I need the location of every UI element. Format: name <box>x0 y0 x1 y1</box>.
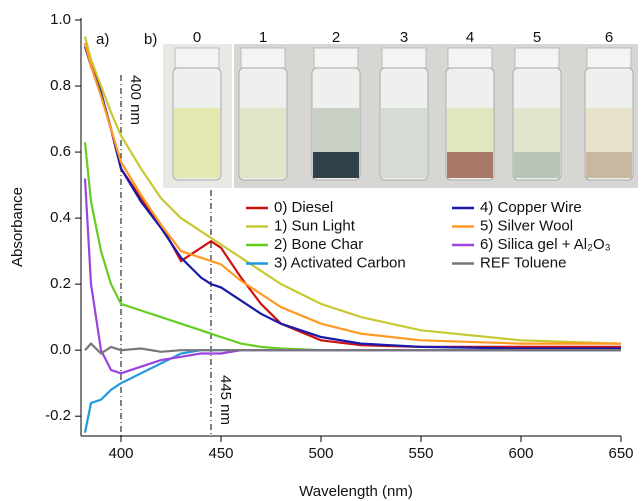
x-tick-label: 600 <box>508 445 533 462</box>
y-tick-label: 0.4 <box>50 209 71 226</box>
legend-label: REF Toluene <box>480 254 566 271</box>
legend-label: 4) Copper Wire <box>480 199 582 216</box>
vial-cap <box>448 48 492 68</box>
inset-label: 2 <box>332 29 340 46</box>
vial-sediment <box>313 152 359 178</box>
vial-liquid <box>381 108 427 178</box>
annotation: 400 nm <box>127 75 144 125</box>
x-tick-label: 400 <box>108 445 133 462</box>
vial-sediment <box>514 152 560 178</box>
vial-cap <box>515 48 559 68</box>
inset-label: 6 <box>605 29 613 46</box>
vial-cap <box>587 48 631 68</box>
y-axis-title: Absorbance <box>9 187 26 267</box>
legend-label: 6) Silica gel + Al₂O₃ <box>480 236 611 253</box>
y-tick-label: 0.8 <box>50 77 71 94</box>
inset-label: 1 <box>259 29 267 46</box>
legend-label: 5) Silver Wool <box>480 217 573 234</box>
x-tick-label: 450 <box>208 445 233 462</box>
inset-label: 5 <box>533 29 541 46</box>
panel-label: a) <box>96 31 109 48</box>
chart: Wavelength (nm) Absorbance 0 1 2 3 4 5 6 a) b) -0… <box>0 0 641 501</box>
legend-label: 0) Diesel <box>274 199 333 216</box>
x-tick-label: 650 <box>608 445 633 462</box>
photo-strip <box>234 44 638 188</box>
annotation: 445 nm <box>217 375 234 425</box>
legend-label: 1) Sun Light <box>274 217 356 234</box>
x-tick-label: 500 <box>308 445 333 462</box>
y-tick-label: 0.2 <box>50 275 71 292</box>
vial-sediment <box>447 152 493 178</box>
x-axis-title: Wavelength (nm) <box>299 483 413 500</box>
y-tick-label: 1.0 <box>50 11 71 28</box>
y-tick-label: 0.0 <box>50 341 71 358</box>
legend-label: 2) Bone Char <box>274 236 363 253</box>
panel-label: b) <box>144 31 157 48</box>
vial-cap <box>175 48 219 68</box>
vial-cap <box>382 48 426 68</box>
vial-sediment <box>586 152 632 178</box>
inset-label: 3 <box>400 29 408 46</box>
y-tick-label: 0.6 <box>50 143 71 160</box>
legend-label: 3) Activated Carbon <box>274 254 406 271</box>
series-line <box>85 350 621 433</box>
vial-liquid <box>174 108 220 178</box>
vial-liquid <box>240 108 286 178</box>
y-tick-label: -0.2 <box>45 407 71 424</box>
vial-cap <box>241 48 285 68</box>
vial-cap <box>314 48 358 68</box>
x-tick-label: 550 <box>408 445 433 462</box>
inset-label: 0 <box>193 29 201 46</box>
inset-label: 4 <box>466 29 474 46</box>
